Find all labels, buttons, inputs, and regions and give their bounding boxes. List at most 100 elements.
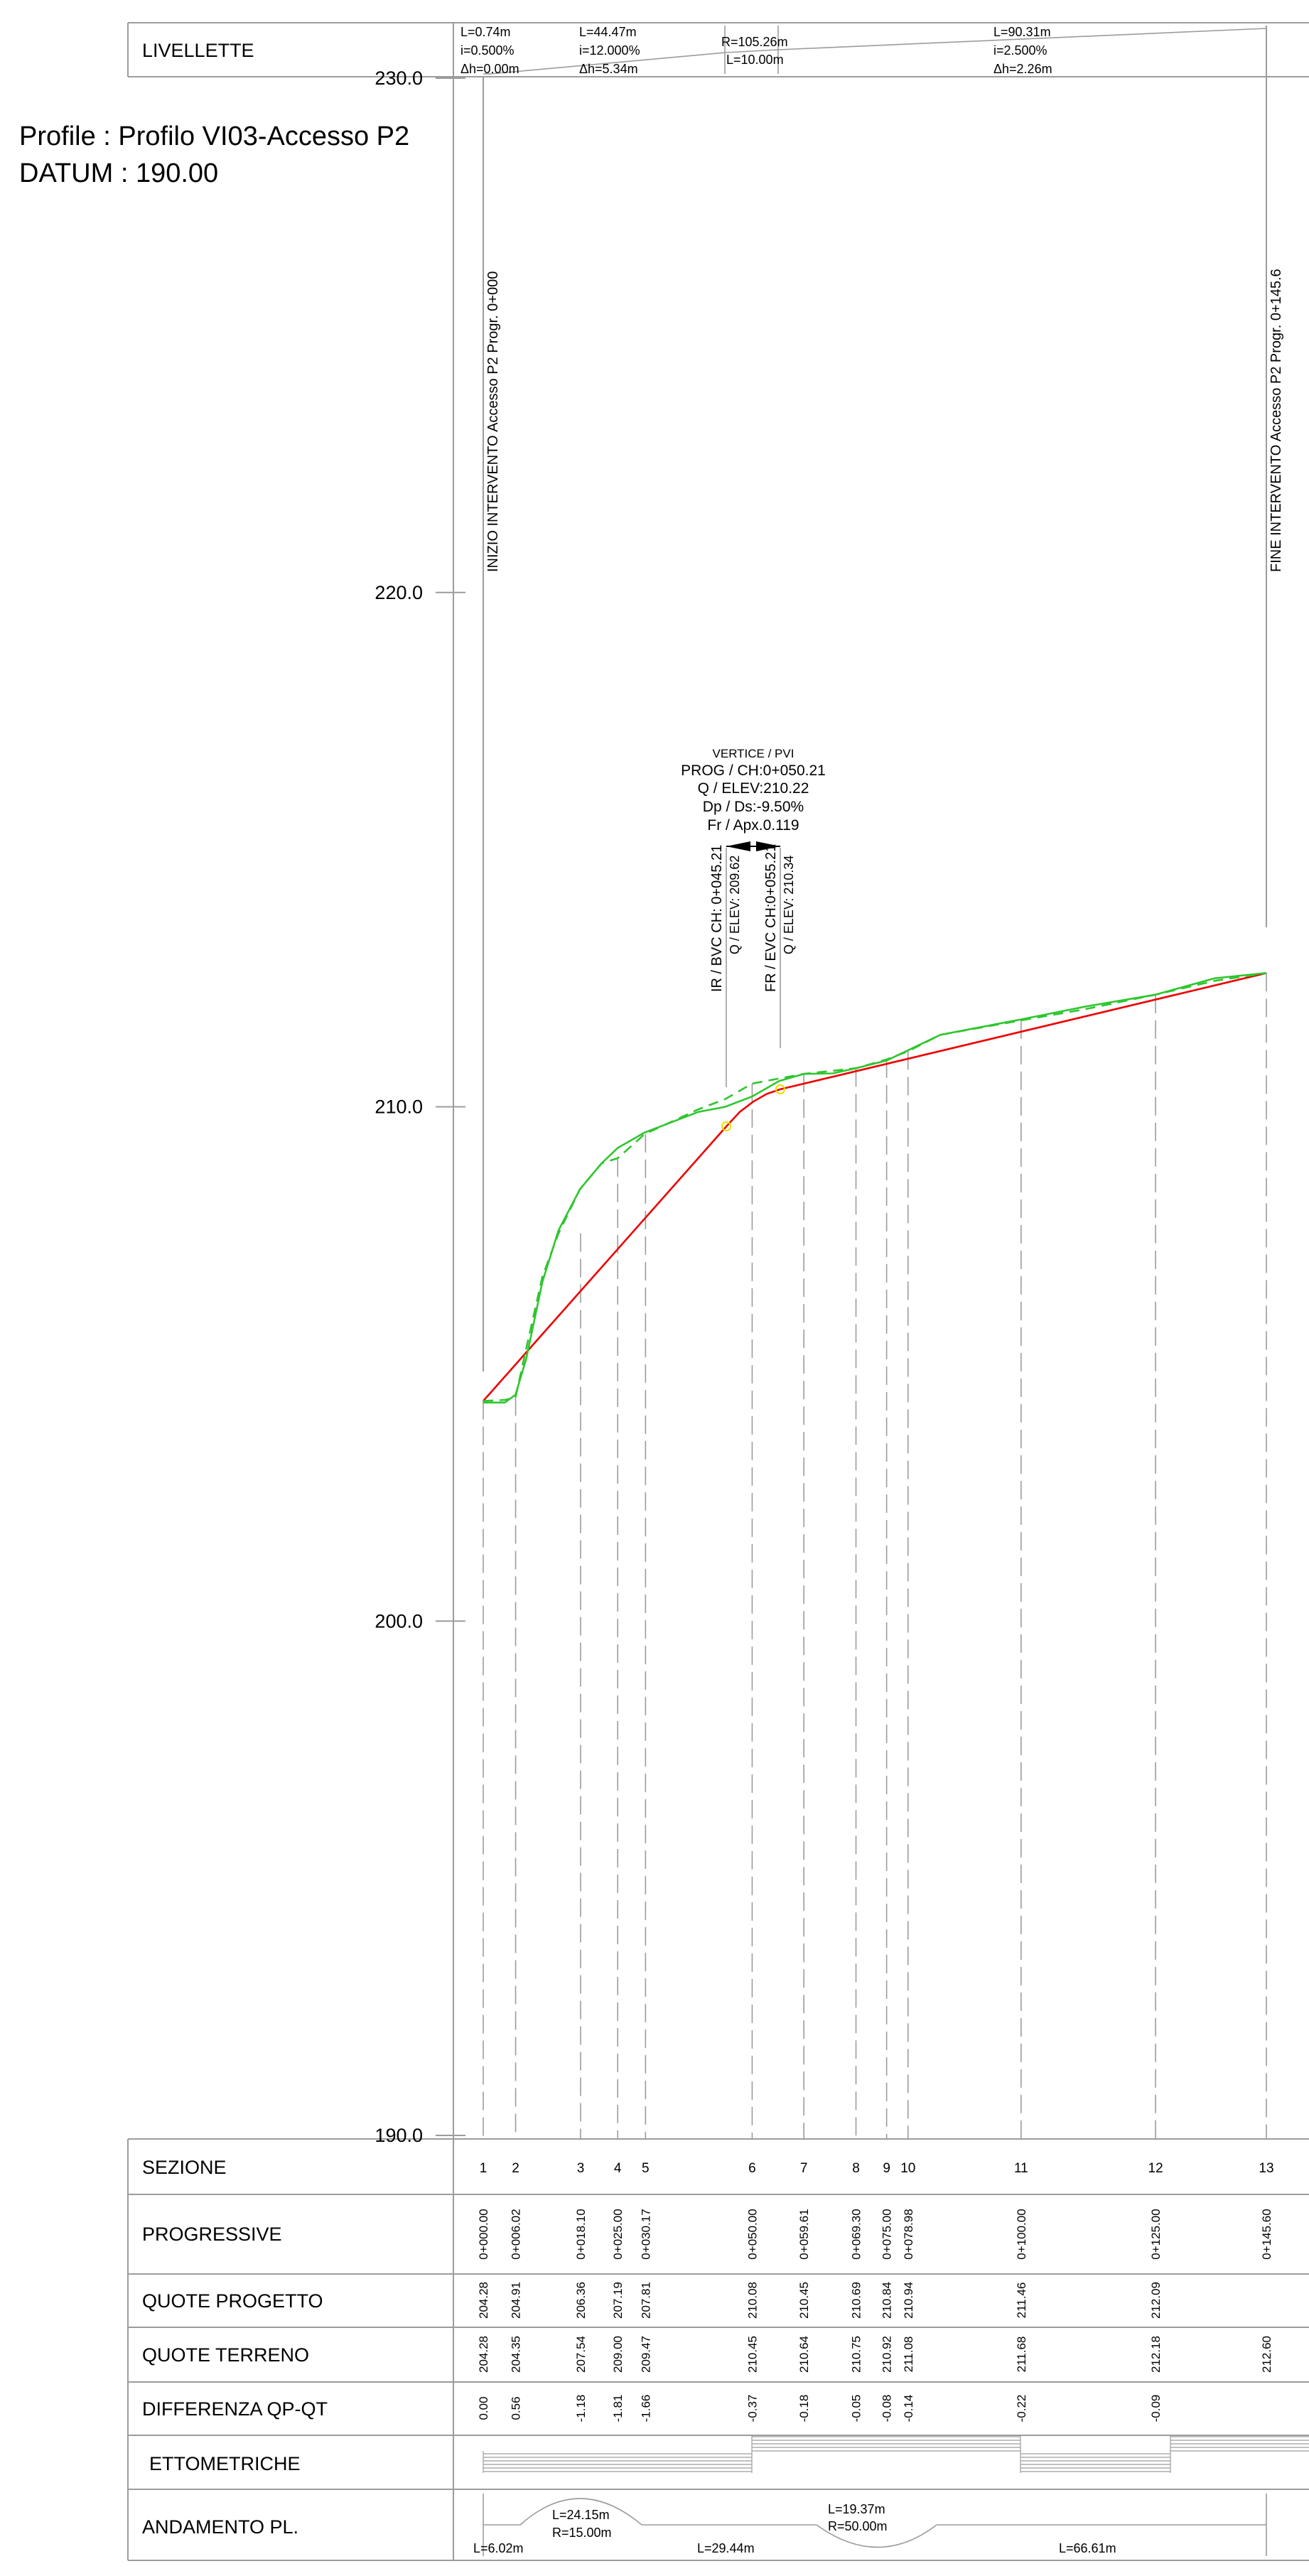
y-tick-label: 200.0 [375, 1610, 423, 1632]
profile-lines [483, 972, 1267, 1403]
row-label-differenza: DIFFERENZA QP-QT [142, 2398, 328, 2420]
livellette-labels: L=0.74m i=0.500% Δh=0.00m L=44.47m i=12.… [460, 25, 1052, 76]
ir-ch: IR / BVC CH: 0+045.21 [709, 845, 725, 992]
progressive-value: 0+059.61 [797, 2209, 811, 2259]
differenza-value: -1.18 [574, 2395, 588, 2423]
quota-terreno-value: 210.45 [745, 2336, 759, 2373]
differenza-value: -0.09 [1149, 2395, 1163, 2423]
row-labels: LIVELLETTE SEZIONE PROGRESSIVE QUOTE PRO… [142, 40, 328, 2538]
differenza-value: -0.22 [1015, 2395, 1028, 2423]
quota-terreno-value: 211.68 [1015, 2337, 1028, 2373]
progressive-value: 0+078.98 [902, 2209, 915, 2259]
quota-terreno-value: 209.00 [611, 2336, 625, 2373]
and-c2b: R=50.00m [828, 2519, 888, 2533]
liv-1-dh: Δh=0.00m [460, 62, 519, 76]
andamento-band [483, 2494, 1267, 2556]
progressive-value: 0+025.00 [611, 2209, 625, 2259]
progressive-value: 0+075.00 [880, 2209, 894, 2259]
and-l2: L=29.44m [697, 2541, 755, 2555]
datum-label: DATUM : 190.00 [19, 158, 219, 188]
terrain-line-dashed [483, 972, 1267, 1402]
vertex-dp: Dp / Ds:-9.50% [703, 799, 804, 815]
quota-progetto-value: 210.08 [745, 2282, 759, 2319]
quota-progetto-value: 204.28 [477, 2282, 490, 2319]
progressive-value: 0+125.00 [1149, 2209, 1163, 2259]
section-lines [483, 973, 1267, 2139]
vertex-fr: Fr / Apx.0.119 [707, 817, 799, 834]
ettometriche-band [483, 2435, 1309, 2473]
quota-terreno-value: 210.75 [850, 2336, 863, 2373]
end-marker-label: FINE INTERVENTO Accesso P2 Progr. 0+145.… [1268, 269, 1284, 572]
liv-4-l: L=90.31m [993, 25, 1051, 39]
row-label-ettometriche: ETTOMETRICHE [149, 2453, 301, 2474]
y-axis: 190.0 200.0 210.0 220.0 230.0 [375, 68, 465, 2146]
liv-3-l: L=10.00m [726, 53, 784, 67]
row-label-sezione: SEZIONE [142, 2157, 227, 2178]
section-number: 13 [1259, 2161, 1273, 2176]
progressive-value: 0+006.02 [510, 2209, 523, 2259]
differenza-value: -0.08 [880, 2395, 894, 2423]
and-l3: L=66.61m [1059, 2541, 1116, 2555]
progressive-value: 0+050.00 [745, 2209, 759, 2259]
terrain-line [483, 972, 1267, 1403]
ir-elev: Q / ELEV: 209.62 [728, 856, 742, 954]
progressive-value: 0+100.00 [1015, 2209, 1028, 2259]
quota-progetto-value: 211.46 [1015, 2283, 1028, 2319]
liv-1-i: i=0.500% [460, 43, 515, 58]
fr-elev: Q / ELEV: 210.34 [782, 856, 796, 954]
row-label-livellette: LIVELLETTE [142, 40, 254, 61]
quota-terreno-value: 211.08 [902, 2337, 915, 2373]
liv-2-l: L=44.47m [579, 25, 637, 39]
section-number: 7 [800, 2161, 808, 2176]
and-c1b: R=15.00m [552, 2526, 612, 2540]
start-marker-label: INIZIO INTERVENTO Accesso P2 Progr. 0+00… [485, 271, 501, 572]
quota-progetto-value: 210.69 [850, 2282, 863, 2319]
quota-progetto-value: 204.91 [510, 2282, 523, 2319]
andamento-labels: L=6.02m L=24.15m R=15.00m L=29.44m L=19.… [473, 2502, 1116, 2555]
progressive-value: 0+069.30 [850, 2209, 863, 2259]
vertex-leaders [726, 848, 781, 1087]
section-number: 8 [852, 2161, 860, 2176]
progressive-value: 0+018.10 [574, 2209, 588, 2259]
vertex-annotation: VERTICE / PVI PROG / CH:0+050.21 Q / ELE… [681, 747, 826, 834]
liv-3-r: R=105.26m [721, 35, 788, 49]
differenza-value: -1.81 [611, 2395, 625, 2423]
differenza-value: 0.00 [477, 2396, 490, 2420]
section-number: 3 [577, 2161, 585, 2176]
y-tick-label: 190.0 [375, 2125, 423, 2146]
vertex-title: VERTICE / PVI [713, 747, 794, 760]
fr-point [775, 1084, 785, 1094]
quota-progetto-value: 210.84 [880, 2282, 894, 2319]
row-label-progressive: PROGRESSIVE [142, 2224, 282, 2245]
quota-terreno-value: 212.60 [1260, 2336, 1273, 2373]
vertex-points [721, 1084, 785, 1132]
table-cells: 1 0+000.00 204.28 204.28 0.00 2 0+006.02 204.91… [477, 2161, 1274, 2422]
quota-terreno-value: 212.18 [1149, 2336, 1163, 2373]
vertex-arrow [726, 841, 780, 851]
liv-2-dh: Δh=5.34m [579, 62, 638, 76]
section-number: 6 [748, 2161, 756, 2176]
quota-progetto-value: 206.36 [574, 2282, 588, 2319]
differenza-value: -0.18 [797, 2395, 811, 2423]
section-number: 11 [1014, 2161, 1028, 2176]
vertex-labels: IR / BVC CH: 0+045.21 Q / ELEV: 209.62 F… [709, 844, 796, 992]
section-number: 10 [900, 2161, 915, 2176]
row-label-andamento: ANDAMENTO PL. [142, 2516, 298, 2538]
row-label-quote-terreno: QUOTE TERRENO [142, 2344, 309, 2366]
section-number: 9 [883, 2161, 890, 2176]
quota-progetto-value: 207.81 [639, 2282, 652, 2319]
row-label-quote-progetto: QUOTE PROGETTO [142, 2290, 323, 2312]
table-frame [127, 22, 1309, 2561]
section-number: 12 [1148, 2161, 1163, 2176]
differenza-value: 0.56 [510, 2396, 523, 2420]
progressive-value: 0+145.60 [1260, 2209, 1273, 2259]
quota-terreno-value: 210.92 [880, 2336, 894, 2373]
livellette-band [483, 26, 1267, 75]
quota-terreno-value: 204.28 [477, 2336, 490, 2373]
start-marker: INIZIO INTERVENTO Accesso P2 Progr. 0+00… [483, 77, 501, 1371]
differenza-value: -1.66 [639, 2395, 652, 2423]
vertex-prog: PROG / CH:0+050.21 [681, 762, 826, 779]
quota-terreno-value: 207.54 [574, 2336, 588, 2373]
quota-terreno-value: 209.47 [639, 2336, 652, 2373]
ir-point [721, 1121, 732, 1132]
